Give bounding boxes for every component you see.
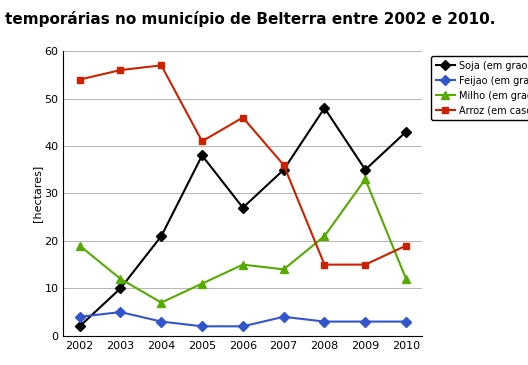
Milho (em grao) bbox=[77, 243, 83, 248]
Feijao (em grao) bbox=[240, 324, 246, 328]
Soja (em grao) bbox=[362, 168, 369, 172]
Feijao (em grao) bbox=[403, 319, 409, 324]
Soja (em grao) bbox=[158, 234, 164, 238]
Soja (em grao) bbox=[240, 205, 246, 210]
Soja (em grao) bbox=[280, 168, 287, 172]
Arroz (em casca) bbox=[403, 243, 409, 248]
Soja (em grao) bbox=[77, 324, 83, 328]
Soja (em grao) bbox=[403, 130, 409, 134]
Milho (em grao) bbox=[280, 267, 287, 272]
Legend: Soja (em grao), Feijao (em grao), Milho (em grao), Arroz (em casca): Soja (em grao), Feijao (em grao), Milho … bbox=[431, 56, 528, 120]
Feijao (em grao) bbox=[362, 319, 369, 324]
Arroz (em casca) bbox=[240, 115, 246, 120]
Arroz (em casca) bbox=[77, 77, 83, 82]
Feijao (em grao) bbox=[158, 319, 164, 324]
Milho (em grao) bbox=[199, 281, 205, 286]
Feijao (em grao) bbox=[322, 319, 328, 324]
Line: Milho (em grao): Milho (em grao) bbox=[76, 175, 410, 307]
Y-axis label: [hectares]: [hectares] bbox=[32, 165, 42, 222]
Feijao (em grao) bbox=[117, 310, 124, 314]
Line: Feijao (em grao): Feijao (em grao) bbox=[76, 308, 410, 330]
Soja (em grao) bbox=[322, 106, 328, 110]
Milho (em grao) bbox=[322, 234, 328, 238]
Milho (em grao) bbox=[403, 277, 409, 281]
Feijao (em grao) bbox=[280, 315, 287, 319]
Soja (em grao) bbox=[117, 286, 124, 291]
Arroz (em casca) bbox=[199, 139, 205, 143]
Arroz (em casca) bbox=[158, 63, 164, 68]
Line: Arroz (em casca): Arroz (em casca) bbox=[76, 62, 410, 268]
Milho (em grao) bbox=[240, 262, 246, 267]
Milho (em grao) bbox=[158, 300, 164, 305]
Arroz (em casca) bbox=[322, 262, 328, 267]
Milho (em grao) bbox=[362, 177, 369, 181]
Arroz (em casca) bbox=[362, 262, 369, 267]
Feijao (em grao) bbox=[77, 315, 83, 319]
Feijao (em grao) bbox=[199, 324, 205, 328]
Line: Soja (em grao): Soja (em grao) bbox=[76, 104, 410, 330]
Milho (em grao) bbox=[117, 277, 124, 281]
Arroz (em casca) bbox=[280, 163, 287, 167]
Soja (em grao) bbox=[199, 153, 205, 158]
Arroz (em casca) bbox=[117, 68, 124, 72]
Text: temporárias no município de Belterra entre 2002 e 2010.: temporárias no município de Belterra ent… bbox=[5, 11, 496, 27]
